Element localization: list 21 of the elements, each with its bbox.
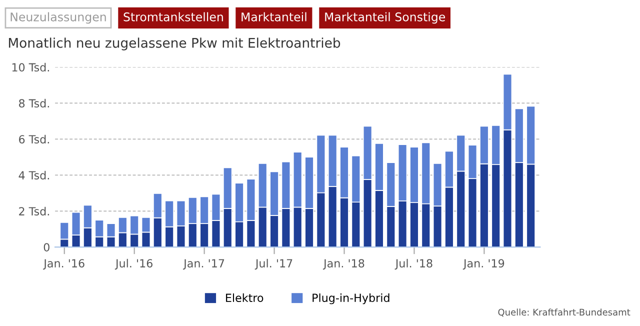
x-tick-label: Jul. '17 xyxy=(254,258,292,270)
y-tick-label: 8 Tsd. xyxy=(19,98,49,108)
text: Neuzulassungen xyxy=(10,12,106,24)
text: Marktanteil xyxy=(242,12,306,22)
y-tick-label: 0 xyxy=(44,243,50,252)
legend-label: Elektro xyxy=(226,293,264,302)
x-tick-label: Jul. '18 xyxy=(394,258,432,270)
y-tick-label: 6 Tsd. xyxy=(19,134,49,144)
x-tick-label: Jan. '17 xyxy=(183,259,224,270)
y-tick-label: 4 Tsd. xyxy=(18,170,49,180)
x-tick-label: Jan. '18 xyxy=(322,259,364,270)
x-tick-label: Jul. '16 xyxy=(114,258,152,270)
y-tick-label: 2 Tsd. xyxy=(19,206,49,216)
x-tick-label: Jan. '19 xyxy=(462,259,504,270)
text: Marktanteil Sonstige xyxy=(325,12,446,24)
legend-label: Plug-in-Hybrid xyxy=(312,293,390,304)
chart-title: Monatlich neu zugelassene Pkw mit Elektroantrieb xyxy=(8,38,340,50)
text: Stromtankstellen xyxy=(124,12,223,22)
source-note: Quelle: Kraftfahrt-Bundesamt xyxy=(498,308,630,317)
y-tick-label: 10 Tsd. xyxy=(12,62,49,72)
x-tick-label: Jan. '16 xyxy=(43,259,84,270)
